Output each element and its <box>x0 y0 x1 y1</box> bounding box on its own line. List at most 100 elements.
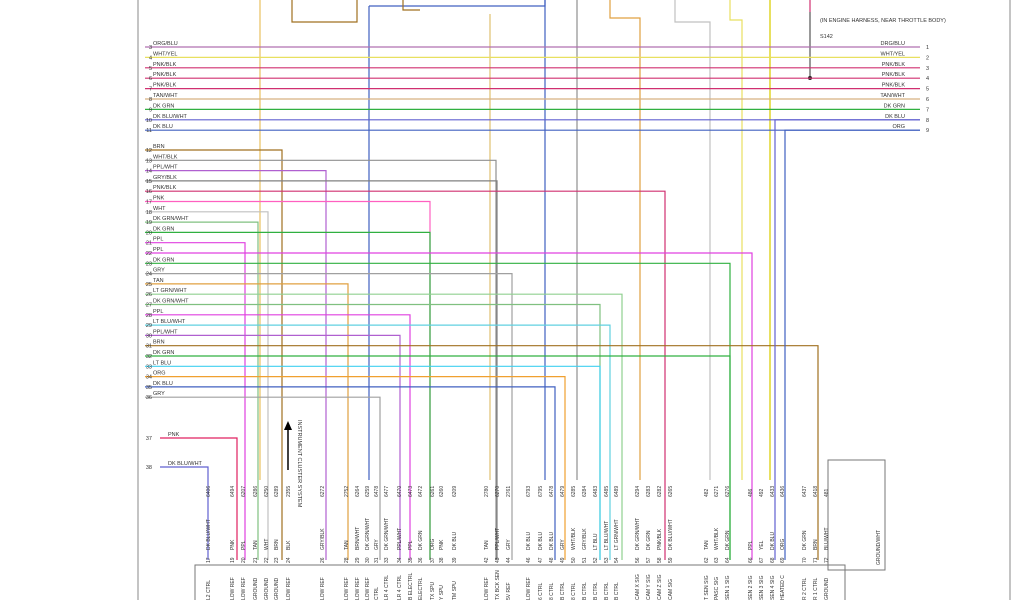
pin-number: 23 <box>274 557 280 563</box>
wire-label: LT GRN/WHT <box>153 288 187 294</box>
feed <box>674 0 711 480</box>
wire-label: LT BLU <box>153 360 171 366</box>
wire-color: DK GRN <box>646 530 652 550</box>
circuit: 492 <box>759 488 765 497</box>
wire-label: DK GRN <box>153 257 174 263</box>
wire-pin: 37 <box>146 436 152 442</box>
wire <box>145 283 349 560</box>
circuit: 6207 <box>241 486 247 497</box>
circuit: 6479 <box>560 486 566 497</box>
pin-number: 66 <box>748 557 754 563</box>
wire-color: GRY/BLK <box>320 528 326 550</box>
pin-number: 57 <box>646 557 652 563</box>
wire-color: DK GRN <box>725 530 731 550</box>
wire-pin: 27 <box>146 303 152 309</box>
wire-label: DK GRN <box>153 103 174 109</box>
wire <box>145 396 381 560</box>
wire <box>145 252 753 560</box>
right-label: DK BLU <box>885 114 905 120</box>
circuit: 6270 <box>495 486 501 497</box>
wire <box>145 345 819 560</box>
pin-function: SEN 2 SIG <box>748 575 754 600</box>
pin-function: CAM Z SIG <box>657 574 663 600</box>
wire-color: LT BLU <box>593 533 599 550</box>
wire-color: GRY <box>506 539 512 550</box>
pin-number: 20 <box>241 557 247 563</box>
wire <box>145 180 498 560</box>
pin-number: 21 <box>253 557 259 563</box>
wire-color: BRN/WHT <box>355 527 361 550</box>
pin-number: 58 <box>657 557 663 563</box>
wire-pin: 14 <box>146 169 152 175</box>
wire-label: WHT <box>153 206 166 212</box>
pin-function: SEN 1 SIG <box>725 575 731 600</box>
right-pin: 7 <box>926 107 929 113</box>
circuit: 481 <box>824 488 830 497</box>
wire <box>145 334 401 560</box>
pin-number: 70 <box>802 557 808 563</box>
circuit: 6470 <box>397 486 403 497</box>
pin-number: 48 <box>549 557 555 563</box>
wire-pin: 16 <box>146 189 152 195</box>
pin-number: 51 <box>582 557 588 563</box>
wire-label: PNK/BLK <box>153 185 177 191</box>
pin-number: 19 <box>230 557 236 563</box>
wire <box>145 159 497 560</box>
pin-function: B CTRL <box>604 582 610 600</box>
pin-function: CAM Y SIG <box>646 574 652 600</box>
wire-pin: 25 <box>146 282 152 288</box>
wire-label: BRN <box>153 340 165 346</box>
pin-function: TX BCK SEN <box>495 570 501 600</box>
pin-number: 26 <box>320 557 326 563</box>
wire-pin: 32 <box>146 354 152 360</box>
pin-function: T SEN SIG <box>704 575 710 600</box>
wire <box>784 129 920 560</box>
pin-function: TM SPU <box>452 581 458 600</box>
pin-number: 44 <box>506 557 512 563</box>
right-label: WHT/YEL <box>881 51 905 57</box>
annotation: (IN ENGINE HARNESS, NEAR THROTTLE BODY) <box>820 18 946 24</box>
wire-color: ORG <box>780 539 786 551</box>
wire-pin: 24 <box>146 272 152 278</box>
circuit: 6260 <box>439 486 445 497</box>
right-pin: 6 <box>926 97 929 103</box>
circuit: 6261 <box>430 486 436 497</box>
pin-number: 46 <box>526 557 532 563</box>
pin-function: LOW REF <box>320 577 326 600</box>
right-label: DRG/BLU <box>881 41 905 47</box>
pin-function: LOW REF <box>484 577 490 600</box>
wire <box>145 273 513 560</box>
wire-label: PPL <box>153 247 163 253</box>
pin-number: 68 <box>770 557 776 563</box>
wire-color: DK BLU <box>526 532 532 550</box>
circuit: 2761 <box>506 486 512 497</box>
wire-color: DK GRN/WHT <box>384 518 390 550</box>
pin-number: 30 <box>365 557 371 563</box>
pin-number: 69 <box>780 557 786 563</box>
pin-function: GROUND <box>824 577 830 600</box>
wire-color: GRY <box>374 539 380 550</box>
wire-color: WHT/BLK <box>714 527 720 550</box>
wire-label: WHT/BLK <box>153 154 178 160</box>
pin-number: 31 <box>374 557 380 563</box>
right-pin: 5 <box>926 87 929 93</box>
pin-function: LOW REF <box>230 577 236 600</box>
pin-number: 22 <box>264 557 270 563</box>
circuit: 6282 <box>657 486 663 497</box>
pin-function: B ELECTRL <box>408 573 414 600</box>
wire-color: TAN <box>484 540 490 550</box>
circuit: 6283 <box>646 486 652 497</box>
pin-function: CTRL <box>374 587 380 600</box>
wire-pin: 18 <box>146 210 152 216</box>
circuit: 486 <box>748 488 754 497</box>
wire <box>774 119 920 560</box>
pin-number: 39 <box>452 557 458 563</box>
wire-color: WHT/BLK <box>571 527 577 550</box>
connector <box>194 564 846 600</box>
wire-color: BLK <box>286 540 292 550</box>
pin-function: B CTRL <box>614 582 620 600</box>
pin-function: SEN 4 SIG <box>770 575 776 600</box>
instrument-label: INSTRUMENT CLUSTER SYSTEM <box>296 420 302 508</box>
pin-function: CAM SIG <box>668 579 674 600</box>
